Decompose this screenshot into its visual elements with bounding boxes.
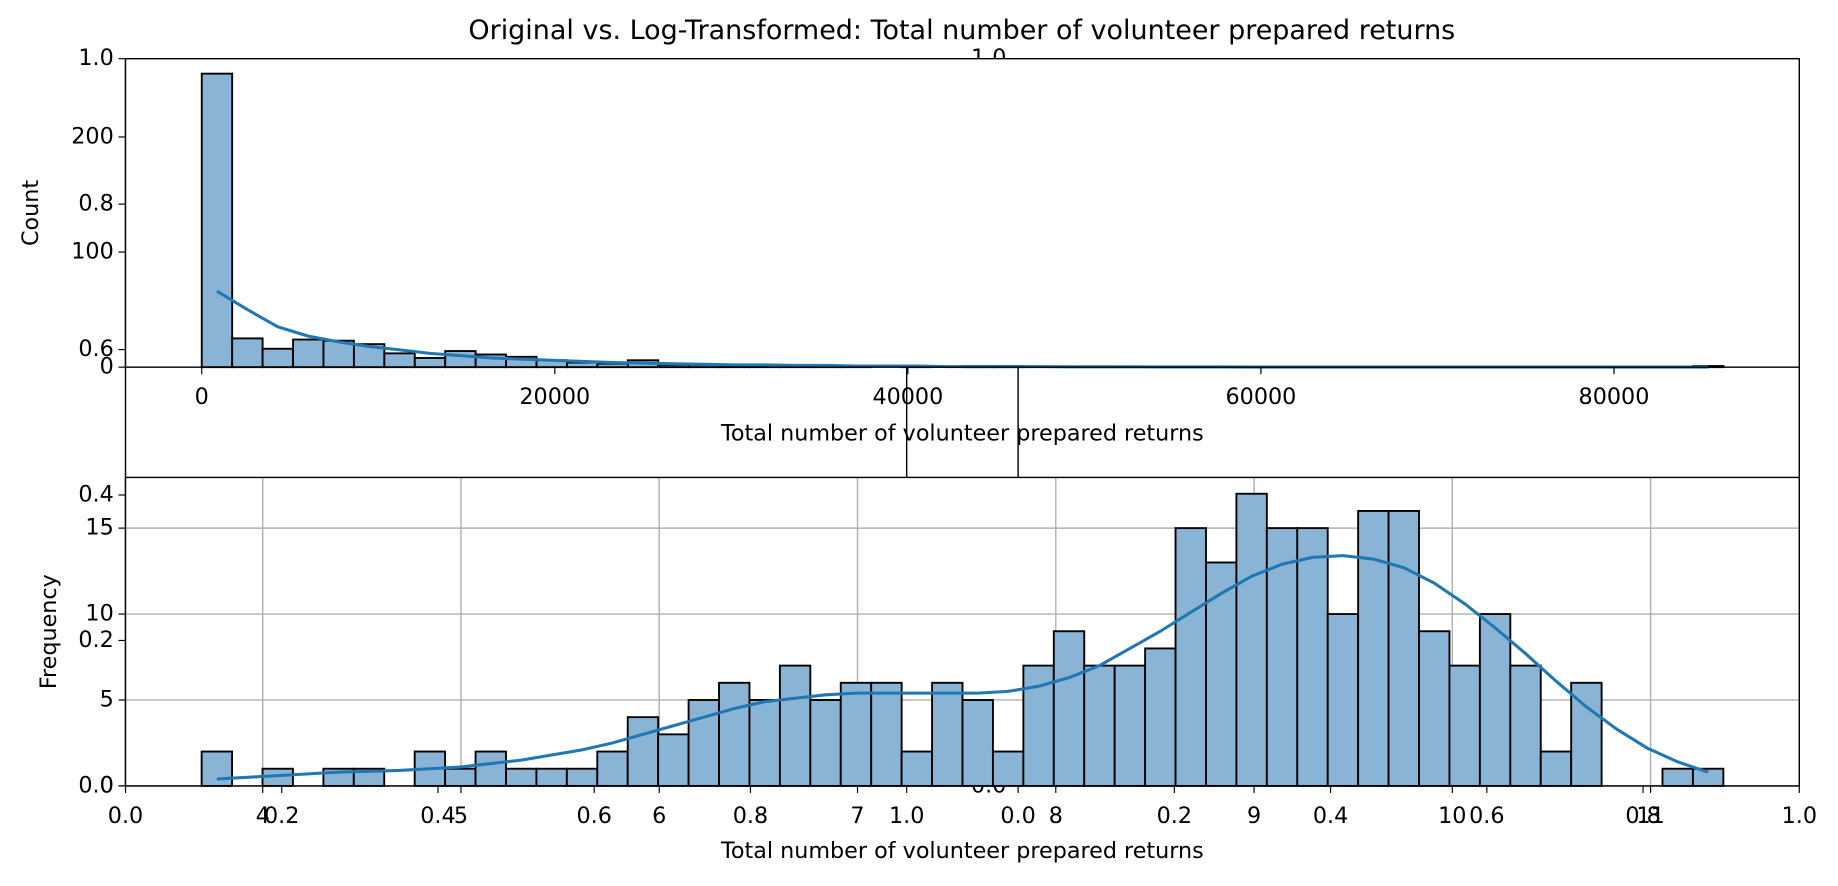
bar (900, 750, 934, 787)
y-tick-label: 0 (100, 772, 114, 798)
bar (261, 347, 294, 369)
x-tick-label: 0.2 (264, 803, 299, 829)
x-axis-label: Total number of volunteer prepared retur… (720, 421, 1204, 447)
bar (1448, 664, 1481, 787)
x-tick-label: 0.4 (1313, 803, 1348, 829)
x-tick-label: 4 (256, 803, 270, 829)
x-tick-label: 0.4 (420, 803, 455, 829)
bar (474, 750, 507, 787)
y-tick-label: 1.0 (78, 45, 113, 71)
x-tick-label: 6 (652, 803, 666, 829)
x-tick-label: 80000 (1579, 384, 1650, 410)
bar (1113, 664, 1147, 787)
x-tick-label: 5 (454, 803, 468, 829)
x-tick-label: 60000 (1225, 384, 1296, 410)
bar (1326, 613, 1360, 787)
x-tick-label: 10 (1438, 803, 1466, 829)
x-tick-label: 0.2 (1157, 803, 1192, 829)
bar (1539, 750, 1573, 787)
kde-line (216, 554, 1709, 781)
x-tick-label: 11 (1636, 803, 1664, 829)
y-tick-label: 0.0 (78, 772, 113, 798)
axes-frame (124, 476, 1800, 787)
bar (870, 681, 903, 787)
y-tick-label: 0 (100, 354, 114, 380)
x-tick-label: 20000 (519, 384, 590, 410)
bar (1144, 647, 1177, 787)
bar (200, 72, 234, 369)
bar (383, 352, 416, 369)
bar (505, 767, 538, 787)
x-tick-label: 0.6 (1469, 803, 1504, 829)
bar (596, 750, 629, 787)
bar (809, 699, 842, 787)
y-axis-label: Count (18, 180, 44, 246)
bar (931, 681, 964, 787)
x-tick-label: 40000 (872, 384, 943, 410)
bar (1661, 767, 1694, 787)
axes-frame (124, 57, 1800, 368)
bar (565, 767, 599, 787)
y-tick-label: 0.8 (78, 191, 113, 217)
bar (535, 767, 568, 787)
y-tick-label: 200 (71, 123, 114, 149)
bar (1205, 561, 1238, 787)
bar (718, 681, 751, 787)
y-tick-label: 100 (71, 239, 114, 265)
bar (1235, 492, 1268, 787)
bar (1418, 630, 1451, 787)
x-tick-label: 0.8 (1625, 803, 1660, 829)
chart-title: Original vs. Log-Transformed: Total numb… (468, 15, 1455, 46)
bar (200, 750, 234, 787)
x-tick-label: 7 (850, 803, 864, 829)
bar (444, 767, 477, 787)
bar (626, 716, 660, 787)
plot-area (125, 58, 1800, 368)
bar (961, 699, 994, 787)
x-tick-label: 9 (1247, 803, 1261, 829)
x-tick-label: 0 (195, 384, 209, 410)
bar (1357, 509, 1390, 787)
bar (1174, 527, 1207, 787)
x-tick-label: 0.8 (733, 803, 768, 829)
bar (1296, 527, 1329, 787)
bar (1509, 664, 1542, 787)
bar (413, 357, 447, 369)
bar (748, 699, 781, 787)
bar (231, 337, 264, 369)
x-tick-label: 0.0 (1000, 803, 1035, 829)
x-tick-label: 0.6 (577, 803, 612, 829)
bar (778, 664, 812, 787)
y-tick-label: 15 (85, 515, 113, 541)
x-tick-label: 1.0 (889, 803, 924, 829)
y-tick-label: 0.6 (78, 336, 113, 362)
bar (657, 733, 690, 787)
y-tick-label: 0.2 (78, 627, 113, 653)
x-tick-label: 8 (1049, 803, 1063, 829)
y-tick-label: 5 (100, 686, 114, 712)
y-axis-label: Frequency (36, 574, 62, 689)
bar (991, 750, 1025, 787)
x-tick-label: 0.0 (108, 803, 143, 829)
bar (292, 338, 325, 369)
x-tick-label: 1.0 (1782, 803, 1817, 829)
y-tick-label: 0.4 (78, 482, 113, 508)
bar (1052, 630, 1086, 787)
y-tick-label: 10 (85, 601, 113, 627)
x-axis-label: Total number of volunteer prepared retur… (720, 838, 1204, 864)
bar (839, 681, 873, 787)
bar (1083, 664, 1116, 787)
bar (1387, 509, 1420, 787)
bar (1478, 613, 1512, 787)
